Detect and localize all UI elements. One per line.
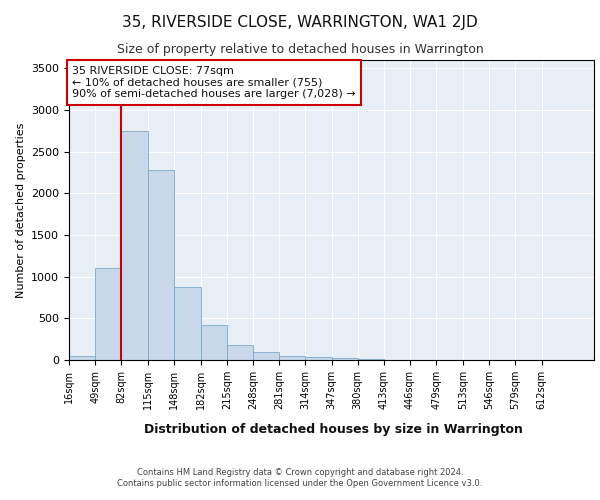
Bar — [200, 325, 227, 360]
Text: 35, RIVERSIDE CLOSE, WARRINGTON, WA1 2JD: 35, RIVERSIDE CLOSE, WARRINGTON, WA1 2JD — [122, 15, 478, 30]
Bar — [331, 358, 358, 360]
Bar — [95, 268, 121, 360]
Bar — [253, 352, 279, 360]
Text: Distribution of detached houses by size in Warrington: Distribution of detached houses by size … — [143, 422, 523, 436]
Bar — [227, 345, 253, 360]
Text: Size of property relative to detached houses in Warrington: Size of property relative to detached ho… — [116, 42, 484, 56]
Y-axis label: Number of detached properties: Number of detached properties — [16, 122, 26, 298]
Bar — [358, 359, 384, 360]
Text: 35 RIVERSIDE CLOSE: 77sqm
← 10% of detached houses are smaller (755)
90% of semi: 35 RIVERSIDE CLOSE: 77sqm ← 10% of detac… — [72, 66, 356, 99]
Bar — [173, 287, 200, 360]
Bar — [305, 357, 331, 360]
Bar — [279, 356, 305, 360]
Bar — [121, 131, 148, 360]
Text: Contains HM Land Registry data © Crown copyright and database right 2024.
Contai: Contains HM Land Registry data © Crown c… — [118, 468, 482, 487]
Bar — [69, 356, 95, 360]
Bar — [148, 170, 173, 360]
